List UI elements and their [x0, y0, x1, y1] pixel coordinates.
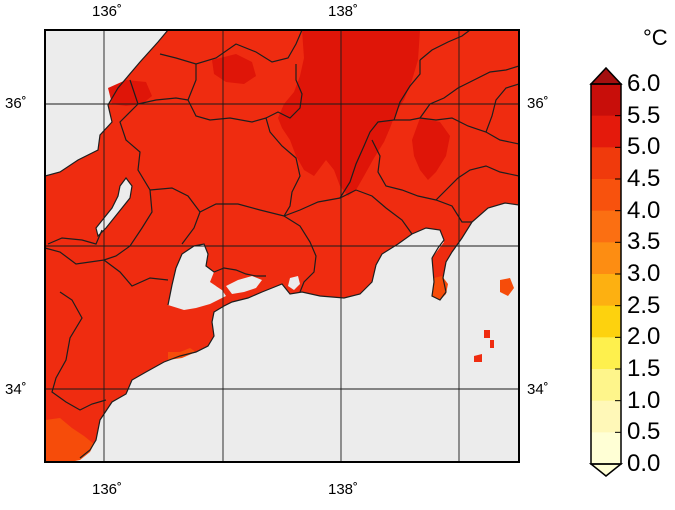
zone-low-shima — [168, 348, 196, 360]
zone-high-east — [412, 118, 450, 180]
tick-right-lat36: 36˚ — [527, 95, 549, 112]
colorbar-band — [591, 210, 621, 243]
colorbar-band — [591, 369, 621, 402]
colorbar-label: 3.5 — [627, 228, 661, 256]
colorbar-label: 0.0 — [627, 450, 661, 477]
colorbar-label: 6.0 — [627, 70, 661, 97]
island-small-1 — [484, 330, 490, 338]
map-frame — [44, 29, 520, 463]
colorbar-band — [591, 84, 621, 117]
sea-suruga-bay — [402, 232, 444, 272]
tick-left-lat36: 36˚ — [5, 95, 27, 112]
colorbar-label: 4.5 — [627, 165, 661, 192]
colorbar-bottom-triangle — [588, 463, 624, 477]
colorbar-band — [591, 179, 621, 212]
colorbar-unit: °C — [643, 25, 668, 50]
tick-left-lat34: 34˚ — [5, 381, 27, 398]
colorbar-band — [591, 147, 621, 180]
colorbar-label: 4.0 — [627, 196, 661, 224]
colorbar-label: 1.0 — [627, 386, 661, 414]
colorbar-band — [591, 274, 621, 307]
colorbar-band — [591, 242, 621, 275]
zone-low-kii — [45, 418, 94, 462]
lake-biwa — [96, 178, 132, 236]
colorbar-label: 2.0 — [627, 323, 661, 351]
graticule — [45, 30, 519, 462]
colorbar-label: 5.5 — [627, 101, 661, 129]
colorbar — [588, 66, 624, 477]
colorbar-band — [591, 400, 621, 433]
colorbar-top-triangle — [589, 66, 623, 85]
island-oshima — [500, 278, 514, 296]
colorbar-label: 1.5 — [627, 355, 661, 382]
colorbar-band — [591, 337, 621, 370]
island-small-3 — [490, 340, 494, 348]
colorbar-label: 5.0 — [627, 133, 661, 161]
colorbar-band — [591, 305, 621, 338]
sea-ise-bay — [168, 244, 226, 310]
island-small-2 — [474, 354, 482, 362]
zone-high-north — [278, 30, 420, 196]
colorbar-label: 3.0 — [627, 260, 661, 287]
colorbar-label: 2.5 — [627, 291, 661, 319]
tick-top-lon136: 136˚ — [92, 3, 123, 20]
prefecture-borders — [45, 30, 519, 459]
colorbar-band — [591, 115, 621, 148]
tick-top-lon138: 138˚ — [328, 3, 359, 20]
tick-bottom-lon136: 136˚ — [92, 481, 123, 498]
colorbar-band — [591, 432, 621, 465]
colorbar-label: 0.5 — [627, 418, 661, 446]
lake-hamana — [288, 276, 300, 290]
tick-right-lat34: 34˚ — [527, 381, 549, 398]
tick-bottom-lon138: 138˚ — [328, 481, 359, 498]
sea-mikawa-bay — [226, 276, 262, 294]
